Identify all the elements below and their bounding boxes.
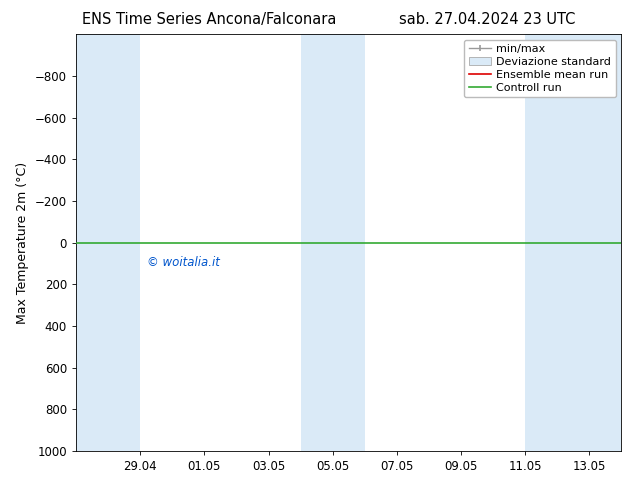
Y-axis label: Max Temperature 2m (°C): Max Temperature 2m (°C)	[16, 162, 29, 323]
Bar	[76, 34, 140, 451]
Bar	[525, 34, 621, 451]
Text: © woitalia.it: © woitalia.it	[146, 256, 219, 269]
Text: sab. 27.04.2024 23 UTC: sab. 27.04.2024 23 UTC	[399, 12, 576, 27]
Legend: min/max, Deviazione standard, Ensemble mean run, Controll run: min/max, Deviazione standard, Ensemble m…	[464, 40, 616, 97]
Text: ENS Time Series Ancona/Falconara: ENS Time Series Ancona/Falconara	[82, 12, 337, 27]
Bar	[301, 34, 365, 451]
